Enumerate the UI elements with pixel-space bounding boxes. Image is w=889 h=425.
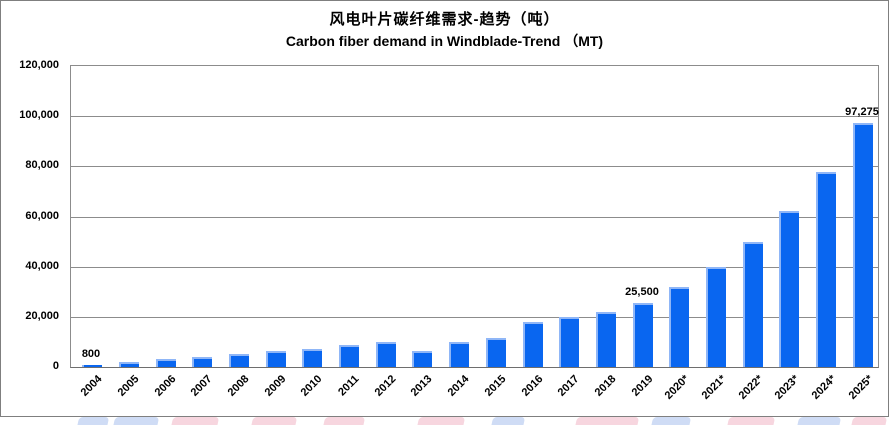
y-tick-label: 60,000 (25, 210, 59, 222)
x-tick-label: 2018 (592, 373, 619, 399)
watermark-blob (416, 417, 466, 425)
x-tick-label: 2025* (846, 373, 876, 402)
data-label: 97,275 (845, 106, 879, 118)
x-tick-label: 2014 (445, 373, 472, 399)
bar-2010 (302, 349, 322, 367)
x-tick-label: 2006 (152, 373, 179, 399)
x-tick-label: 2012 (372, 373, 399, 399)
x-tick-label: 2008 (225, 373, 252, 399)
x-tick-label: 2011 (336, 373, 362, 399)
x-tick-label: 2024* (809, 373, 839, 402)
x-tick-label: 2023* (772, 373, 802, 402)
x-tick-label: 2015 (482, 373, 509, 399)
x-tick-label: 2017 (555, 373, 582, 399)
bar-2018 (596, 312, 616, 367)
bar-2006 (156, 359, 176, 367)
bar-2007 (192, 357, 212, 367)
bar-2012 (376, 342, 396, 367)
x-tick-label: 2022* (736, 373, 766, 402)
bar-2015 (486, 338, 506, 367)
bar-2009 (266, 351, 286, 367)
watermark-blob (650, 417, 692, 425)
bar-2020* (669, 287, 689, 367)
x-tick-label: 2010 (298, 373, 325, 399)
watermark-blob (490, 417, 526, 425)
watermark-blob (76, 417, 110, 425)
bar-2014 (449, 342, 469, 367)
watermark-blob (250, 417, 298, 425)
watermark-blob (322, 417, 366, 425)
bar-2024* (816, 172, 836, 367)
bar-2025* (853, 123, 873, 367)
data-label: 25,500 (625, 286, 659, 298)
bar-2013 (412, 351, 432, 367)
bar-2005 (119, 362, 139, 367)
bar-2017 (559, 317, 579, 367)
watermark-strip (0, 417, 889, 425)
y-tick-label: 20,000 (25, 310, 59, 322)
gridline (71, 217, 878, 218)
bar-2004 (82, 365, 102, 367)
plot-area (70, 65, 879, 368)
x-tick-label: 2016 (519, 373, 546, 399)
x-tick-label: 2009 (262, 373, 289, 399)
x-tick-label: 2007 (188, 373, 215, 399)
bar-2008 (229, 354, 249, 367)
watermark-blob (796, 417, 842, 425)
bar-2019 (633, 303, 653, 367)
bar-2016 (523, 322, 543, 367)
y-tick-label: 120,000 (19, 59, 59, 71)
watermark-blob (170, 417, 220, 425)
bar-2022* (743, 242, 763, 367)
y-tick-label: 40,000 (25, 260, 59, 272)
x-tick-label: 2004 (78, 373, 105, 399)
x-tick-label: 2020* (662, 373, 692, 402)
watermark-blob (726, 417, 776, 425)
bar-2023* (779, 211, 799, 367)
watermark-blob (574, 417, 640, 425)
bar-2011 (339, 345, 359, 367)
y-tick-label: 100,000 (19, 109, 59, 121)
y-tick-label: 0 (52, 360, 59, 372)
chart-subtitle: Carbon fiber demand in Windblade-Trend （… (285, 33, 604, 49)
x-tick-label: 2005 (115, 373, 142, 399)
data-label: 800 (81, 348, 101, 360)
watermark-blob (112, 417, 160, 425)
y-tick-label: 80,000 (25, 159, 59, 171)
chart-title: 风电叶片碳纤维需求-趋势（吨） (329, 11, 560, 28)
gridline (71, 267, 878, 268)
x-tick-label: 2019 (629, 373, 656, 399)
gridline (71, 317, 878, 318)
x-tick-label: 2021* (699, 373, 729, 402)
gridline (71, 166, 878, 167)
x-tick-label: 2013 (408, 373, 435, 399)
gridline (71, 116, 878, 117)
watermark-blob (850, 417, 888, 425)
bar-2021* (706, 267, 726, 367)
